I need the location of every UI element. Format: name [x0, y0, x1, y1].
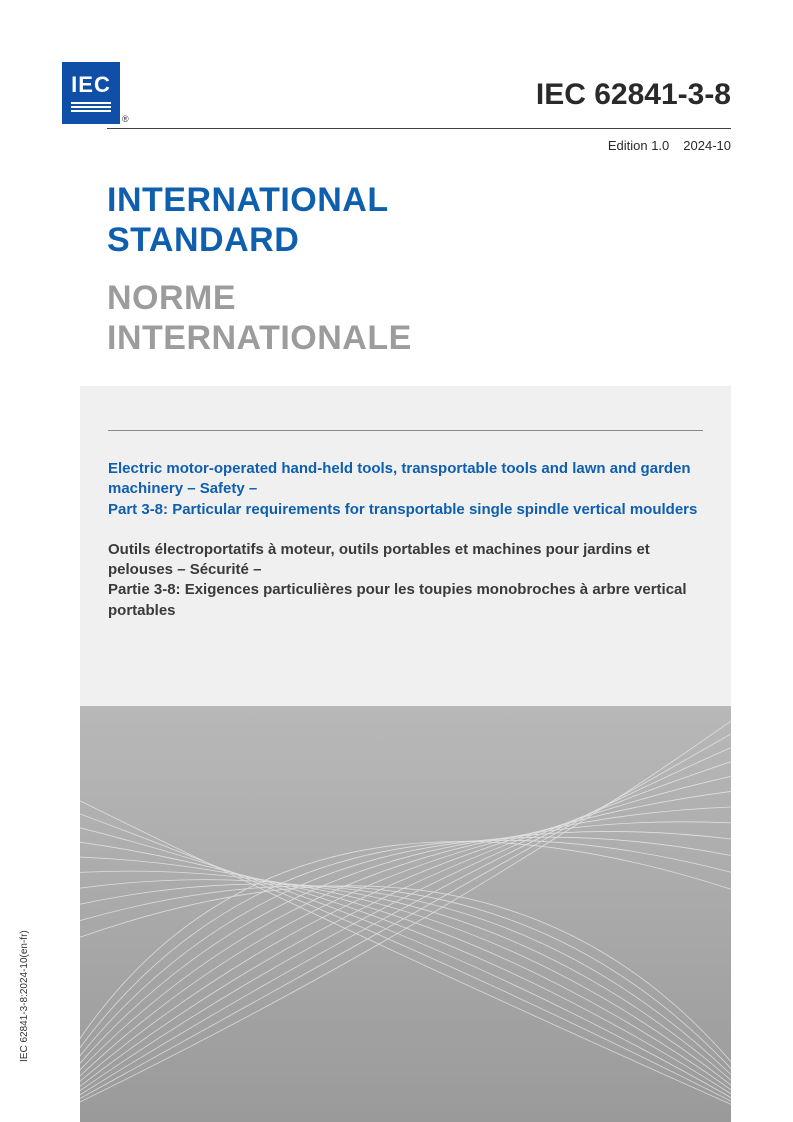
horizontal-rule-top	[107, 128, 731, 129]
iec-logo: IEC	[62, 62, 120, 124]
title-en-line1: Electric motor-operated hand-held tools,…	[108, 460, 691, 497]
panel-rule	[108, 430, 703, 431]
title-fr-line1: Outils électroportatifs à moteur, outils…	[108, 541, 650, 578]
edition-line: Edition 1.0 2024-10	[608, 138, 731, 153]
title-english: Electric motor-operated hand-held tools,…	[108, 459, 703, 520]
heading-french: NORME INTERNATIONALE	[107, 278, 412, 358]
curve-pattern-icon	[80, 706, 731, 1122]
heading-en-line1: INTERNATIONAL	[107, 180, 389, 220]
title-panel: Electric motor-operated hand-held tools,…	[80, 386, 731, 706]
heading-en-line2: STANDARD	[107, 220, 389, 260]
title-french: Outils électroportatifs à moteur, outils…	[108, 540, 703, 621]
iec-logo-text: IEC	[71, 72, 111, 98]
iec-logo-box: IEC	[62, 62, 120, 124]
iec-logo-lines	[71, 102, 111, 114]
side-reference: IEC 62841-3-8:2024-10(en-fr)	[19, 930, 30, 1062]
title-fr-line2: Partie 3-8: Exigences particulières pour…	[108, 581, 687, 618]
heading-fr-line1: NORME	[107, 278, 412, 318]
heading-fr-line2: INTERNATIONALE	[107, 318, 412, 358]
registered-mark: ®	[122, 114, 129, 124]
decorative-graphic	[80, 706, 731, 1122]
cover-page: IEC ® IEC 62841-3-8 Edition 1.0 2024-10 I…	[0, 0, 793, 1122]
heading-english: INTERNATIONAL STANDARD	[107, 180, 389, 260]
title-en-line2: Part 3-8: Particular requirements for tr…	[108, 501, 697, 518]
edition-date: 2024-10	[683, 138, 731, 153]
edition-label: Edition 1.0	[608, 138, 669, 153]
document-number: IEC 62841-3-8	[536, 78, 731, 112]
